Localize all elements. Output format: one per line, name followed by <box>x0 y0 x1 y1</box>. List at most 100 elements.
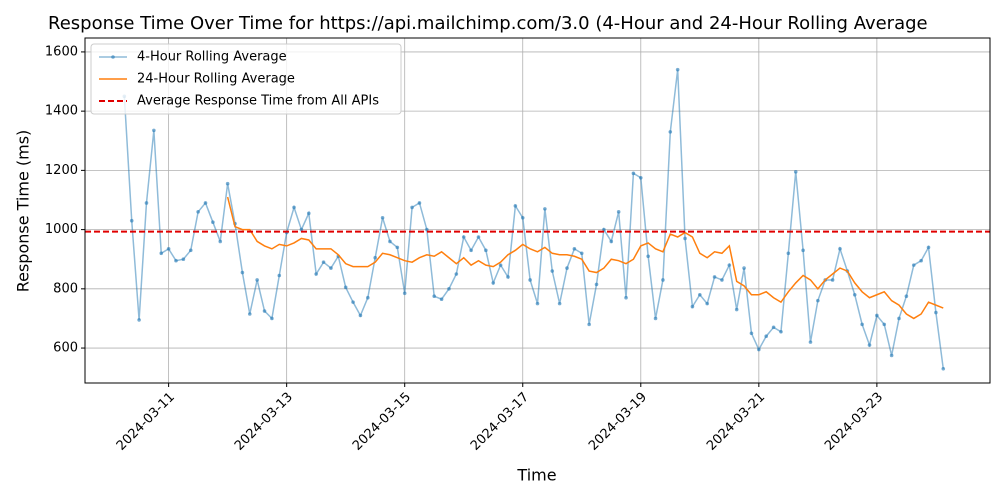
data-point <box>181 257 186 262</box>
data-point <box>897 316 901 321</box>
data-point <box>203 201 208 205</box>
y-axis-label: Response Time (ms) <box>14 130 33 293</box>
data-point <box>602 227 606 232</box>
data-point <box>705 301 709 306</box>
data-point <box>675 67 680 72</box>
data-point <box>934 310 938 315</box>
data-point <box>919 258 923 263</box>
data-point <box>292 205 296 210</box>
y-tick-label: 1200 <box>45 163 78 178</box>
data-point <box>454 272 459 276</box>
data-point <box>528 278 532 282</box>
data-point <box>535 301 540 306</box>
data-point <box>734 307 739 312</box>
data-point <box>661 278 665 282</box>
data-point <box>867 343 872 347</box>
data-point <box>196 210 200 214</box>
data-point <box>225 181 230 186</box>
data-point <box>498 263 503 267</box>
data-point <box>771 325 776 330</box>
data-point <box>631 171 636 176</box>
data-point <box>262 309 267 313</box>
data-point <box>816 298 820 303</box>
data-point <box>653 316 658 321</box>
data-point <box>690 304 695 309</box>
data-point <box>188 248 193 253</box>
data-point <box>683 236 687 241</box>
data-point <box>801 248 805 253</box>
data-point <box>808 340 813 344</box>
x-axis-label: Time <box>516 466 556 485</box>
chart-title: Response Time Over Time for https://api.… <box>48 13 928 34</box>
data-point <box>476 235 481 239</box>
legend-marker <box>111 55 115 59</box>
data-point <box>764 334 769 339</box>
data-point <box>343 285 348 290</box>
data-point <box>875 313 879 318</box>
data-point <box>941 366 946 371</box>
data-point <box>247 312 252 316</box>
data-point <box>911 263 916 267</box>
data-point <box>152 128 156 133</box>
data-point <box>609 239 614 244</box>
data-point <box>240 270 245 275</box>
data-point <box>439 297 444 301</box>
data-point <box>698 292 702 297</box>
legend-box <box>90 43 402 115</box>
data-point <box>358 313 363 318</box>
data-point <box>757 347 761 352</box>
data-point <box>646 254 650 259</box>
data-point <box>395 245 400 250</box>
series-line <box>226 196 944 320</box>
legend-label: 24-Hour Rolling Average <box>137 72 295 87</box>
data-point <box>299 227 304 232</box>
data-point <box>786 251 791 256</box>
y-tick-label: 1000 <box>45 222 78 237</box>
data-point <box>329 266 333 270</box>
data-point <box>432 294 437 299</box>
data-point <box>638 175 643 180</box>
data-point <box>402 291 407 296</box>
data-point <box>211 220 215 224</box>
plot-frame <box>84 37 991 384</box>
data-point <box>712 275 717 279</box>
data-point <box>321 260 326 264</box>
data-point <box>166 247 171 251</box>
data-point <box>520 215 525 220</box>
data-point <box>594 282 599 287</box>
data-point <box>174 258 178 263</box>
data-point <box>469 248 473 253</box>
data-point <box>889 353 894 358</box>
data-point <box>484 248 488 253</box>
data-point <box>557 301 562 306</box>
series-line <box>123 69 945 369</box>
data-point <box>838 247 842 251</box>
data-point <box>461 235 466 239</box>
data-point <box>417 201 422 205</box>
data-point <box>550 269 555 273</box>
legend-label: 4-Hour Rolling Average <box>137 50 287 65</box>
data-point <box>506 275 510 279</box>
data-point <box>380 215 385 220</box>
data-point <box>144 201 149 205</box>
data-point <box>137 318 141 322</box>
data-point <box>306 211 311 216</box>
data-point <box>513 204 518 208</box>
y-tick-label: 600 <box>53 341 78 356</box>
data-point <box>579 251 584 256</box>
data-point <box>860 322 864 327</box>
data-point <box>793 170 798 174</box>
data-point <box>572 247 577 251</box>
data-point <box>425 227 429 232</box>
y-tick-label: 1600 <box>45 44 78 59</box>
data-point <box>255 278 259 282</box>
data-point <box>159 251 164 256</box>
data-point <box>270 316 274 321</box>
data-point <box>749 331 754 336</box>
data-point <box>373 255 377 260</box>
data-point <box>926 245 931 250</box>
data-point <box>720 278 724 282</box>
data-point <box>668 130 673 134</box>
data-point <box>830 278 835 282</box>
data-point <box>904 294 909 299</box>
